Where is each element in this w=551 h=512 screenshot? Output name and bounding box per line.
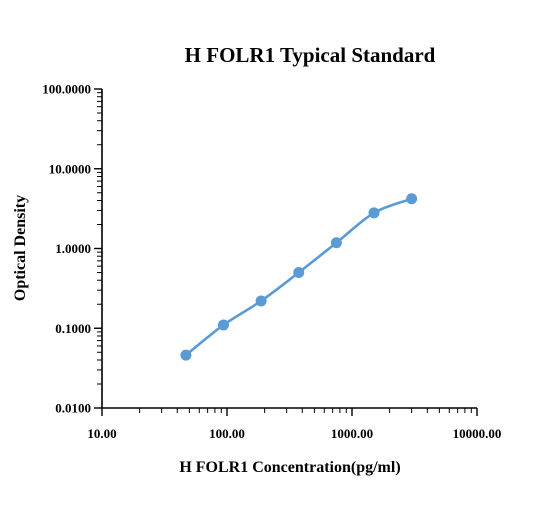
tick-labels: 10.00 100.00 1000.00 10000.00 0.0100 0.1000 1.…	[42, 82, 501, 442]
data-point	[406, 193, 418, 205]
y-tick-label: 0.0100	[55, 401, 91, 416]
data-point	[293, 267, 305, 279]
x-tick-label: 10.00	[87, 426, 116, 441]
y-tick-label: 0.1000	[55, 321, 91, 336]
chart-title: H FOLR1 Typical Standard	[185, 43, 436, 67]
x-tick-label: 1000.00	[331, 426, 373, 441]
x-axis-label: H FOLR1 Concentration(pg/ml)	[179, 459, 400, 476]
axes	[101, 89, 477, 409]
data-point	[255, 295, 267, 307]
y-tick-label: 1.0000	[55, 241, 91, 256]
series	[180, 193, 418, 361]
y-axis-label: Optical Density	[12, 195, 29, 301]
y-tick-label: 100.0000	[42, 82, 91, 97]
data-point	[330, 237, 342, 249]
data-point	[368, 207, 380, 219]
x-tick-label: 100.00	[209, 426, 245, 441]
x-tick-label: 10000.00	[453, 426, 502, 441]
data-point	[217, 319, 229, 331]
ticks	[94, 88, 478, 416]
data-point	[180, 349, 192, 361]
y-tick-label: 10.0000	[49, 161, 91, 176]
